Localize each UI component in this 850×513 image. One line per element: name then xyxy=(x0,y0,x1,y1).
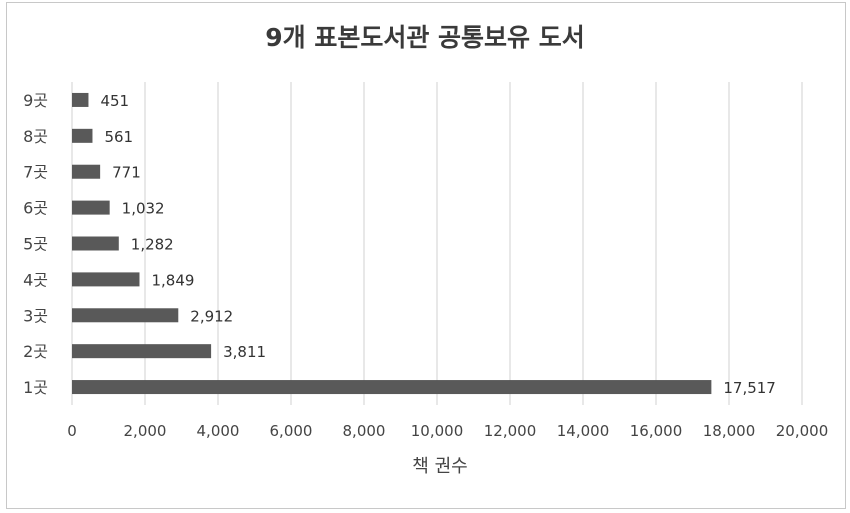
bar-3곳 xyxy=(72,308,179,323)
x-tick-label: 16,000 xyxy=(630,422,683,440)
x-tick-label: 8,000 xyxy=(343,422,386,440)
x-tick-label: 2,000 xyxy=(124,422,167,440)
data-label: 1,032 xyxy=(122,200,165,218)
x-tick-label: 10,000 xyxy=(411,422,464,440)
bar-5곳 xyxy=(72,236,119,251)
category-label: 4곳 xyxy=(23,270,48,289)
x-tick-label: 14,000 xyxy=(557,422,610,440)
x-tick-label: 20,000 xyxy=(776,422,829,440)
bar-4곳 xyxy=(72,272,140,287)
x-tick-label: 18,000 xyxy=(703,422,756,440)
x-tick-label: 0 xyxy=(67,422,77,440)
bars xyxy=(72,92,712,395)
data-label: 2,912 xyxy=(190,307,233,325)
category-label: 9곳 xyxy=(23,91,48,110)
x-tick-labels: 0 2,000 4,000 6,000 8,000 10,000 12,000 14,000 1… xyxy=(67,422,828,440)
bar-1곳 xyxy=(72,380,712,395)
bar-6곳 xyxy=(72,200,110,215)
x-axis-label: 책 권수 xyxy=(412,456,467,477)
x-tick-label: 4,000 xyxy=(197,422,240,440)
category-label: 7곳 xyxy=(23,163,48,182)
category-labels: 1곳 2곳 3곳 4곳 5곳 6곳 7곳 8곳 9곳 xyxy=(23,91,48,397)
bar-2곳 xyxy=(72,344,212,359)
data-label: 451 xyxy=(100,92,129,110)
bar-9곳 xyxy=(72,92,89,107)
category-label: 1곳 xyxy=(23,378,48,397)
category-label: 6곳 xyxy=(23,199,48,218)
category-label: 2곳 xyxy=(23,342,48,361)
x-tick-label: 6,000 xyxy=(270,422,313,440)
category-label: 5곳 xyxy=(23,235,48,254)
data-label: 3,811 xyxy=(223,343,266,361)
category-label: 3곳 xyxy=(23,306,48,325)
data-labels: 17,517 3,811 2,912 1,849 1,282 1,032 771 561 451 xyxy=(100,92,775,397)
data-label: 561 xyxy=(104,128,133,146)
data-label: 1,282 xyxy=(131,236,174,254)
bar-7곳 xyxy=(72,164,101,179)
data-label: 1,849 xyxy=(151,271,194,289)
bar-8곳 xyxy=(72,128,93,143)
data-label: 17,517 xyxy=(723,379,776,397)
chart-title: 9개 표본도서관 공통보유 도서 xyxy=(265,23,585,52)
x-tick-label: 12,000 xyxy=(484,422,537,440)
chart-frame xyxy=(6,2,846,509)
category-label: 8곳 xyxy=(23,127,48,146)
data-label: 771 xyxy=(112,164,141,182)
